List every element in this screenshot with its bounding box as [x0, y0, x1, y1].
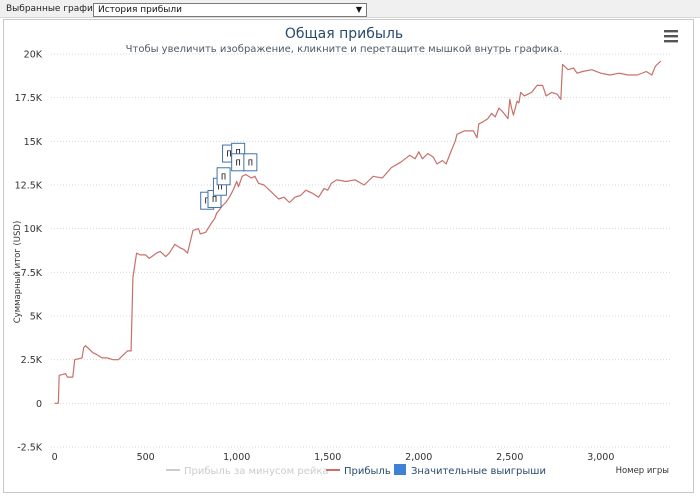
y-tick-label: 20K [24, 50, 43, 61]
flag-label: П [248, 158, 253, 167]
y-tick-label: 12.5K [15, 181, 43, 192]
legend-label-big-wins: Значительные выигрыши [411, 466, 546, 477]
y-tick-label: 7.5K [21, 268, 43, 279]
y-axis-ticks: -2.5K 0 2.5K 5K 7.5K 10K 12.5K 15K 17.5K 20K [15, 50, 43, 454]
y-tick-label: 5K [30, 312, 43, 323]
legend-item-profit[interactable]: Прибыль [326, 466, 391, 477]
y-tick-label: 10K [24, 224, 43, 235]
x-tick-label: 2,000 [405, 452, 432, 463]
profit-chart[interactable]: Общая прибыль Чтобы увеличить изображени… [4, 20, 695, 494]
legend-swatch-big-wins [394, 464, 406, 475]
chart-selector-value: История прибыли [98, 5, 182, 15]
chart-selector-label: Выбранные графики: [6, 4, 108, 14]
flag-label: П [227, 150, 232, 159]
chart-title: Общая прибыль [285, 26, 403, 42]
x-axis-title: Номер игры [616, 466, 669, 476]
big-win-flag[interactable]: П [231, 153, 246, 172]
x-tick-label: 0 [52, 452, 58, 463]
legend-label-profit: Прибыль [344, 466, 391, 477]
chart-selector-bar: Выбранные графики: История прибыли ▼ [0, 0, 700, 18]
flag-box [243, 153, 258, 172]
legend-item-profit-minus-rake[interactable]: Прибыль за минусом рейка [166, 466, 329, 477]
flag-label: П [205, 197, 210, 206]
flag-label: П [218, 183, 223, 192]
x-tick-label: 1,000 [223, 452, 250, 463]
flag-box [216, 167, 231, 186]
x-tick-label: 2,500 [496, 452, 523, 463]
dropdown-arrow-icon: ▼ [355, 5, 362, 14]
x-tick-label: 3,000 [587, 452, 614, 463]
x-tick-label: 1,500 [314, 452, 341, 463]
hamburger-menu-icon[interactable] [661, 30, 681, 46]
y-tick-label: 2.5K [21, 355, 43, 366]
y-axis-title: Суммарный итог (USD) [13, 221, 23, 324]
x-tick-label: 500 [137, 452, 155, 463]
flag-label: П [236, 158, 241, 167]
y-tick-label: 15K [24, 137, 43, 148]
y-tick-label: -2.5K [17, 443, 43, 454]
legend-item-big-wins[interactable]: Значительные выигрыши [394, 464, 546, 477]
chart-selector-dropdown[interactable]: История прибыли ▼ [93, 3, 367, 17]
chart-legend: Прибыль за минусом рейка Прибыль Значите… [166, 464, 546, 477]
series-line-profit[interactable] [54, 60, 662, 404]
chart-subtitle: Чтобы увеличить изображение, кликните и … [126, 44, 563, 55]
x-axis-ticks: 0 500 1,000 1,500 2,000 2,500 3,000 [52, 452, 615, 463]
chart-frame: Общая прибыль Чтобы увеличить изображени… [3, 19, 694, 493]
big-win-flag[interactable]: П [243, 153, 258, 172]
series-layer [54, 60, 662, 404]
legend-label-profit-minus-rake: Прибыль за минусом рейка [184, 466, 329, 477]
flag-label: П [212, 195, 217, 204]
y-tick-label: 0 [36, 399, 42, 410]
big-win-flag[interactable]: П [216, 167, 231, 186]
flag-label: П [236, 148, 241, 157]
flag-label: П [221, 172, 226, 181]
grid-lines [51, 53, 670, 448]
y-tick-label: 17.5K [15, 93, 43, 104]
